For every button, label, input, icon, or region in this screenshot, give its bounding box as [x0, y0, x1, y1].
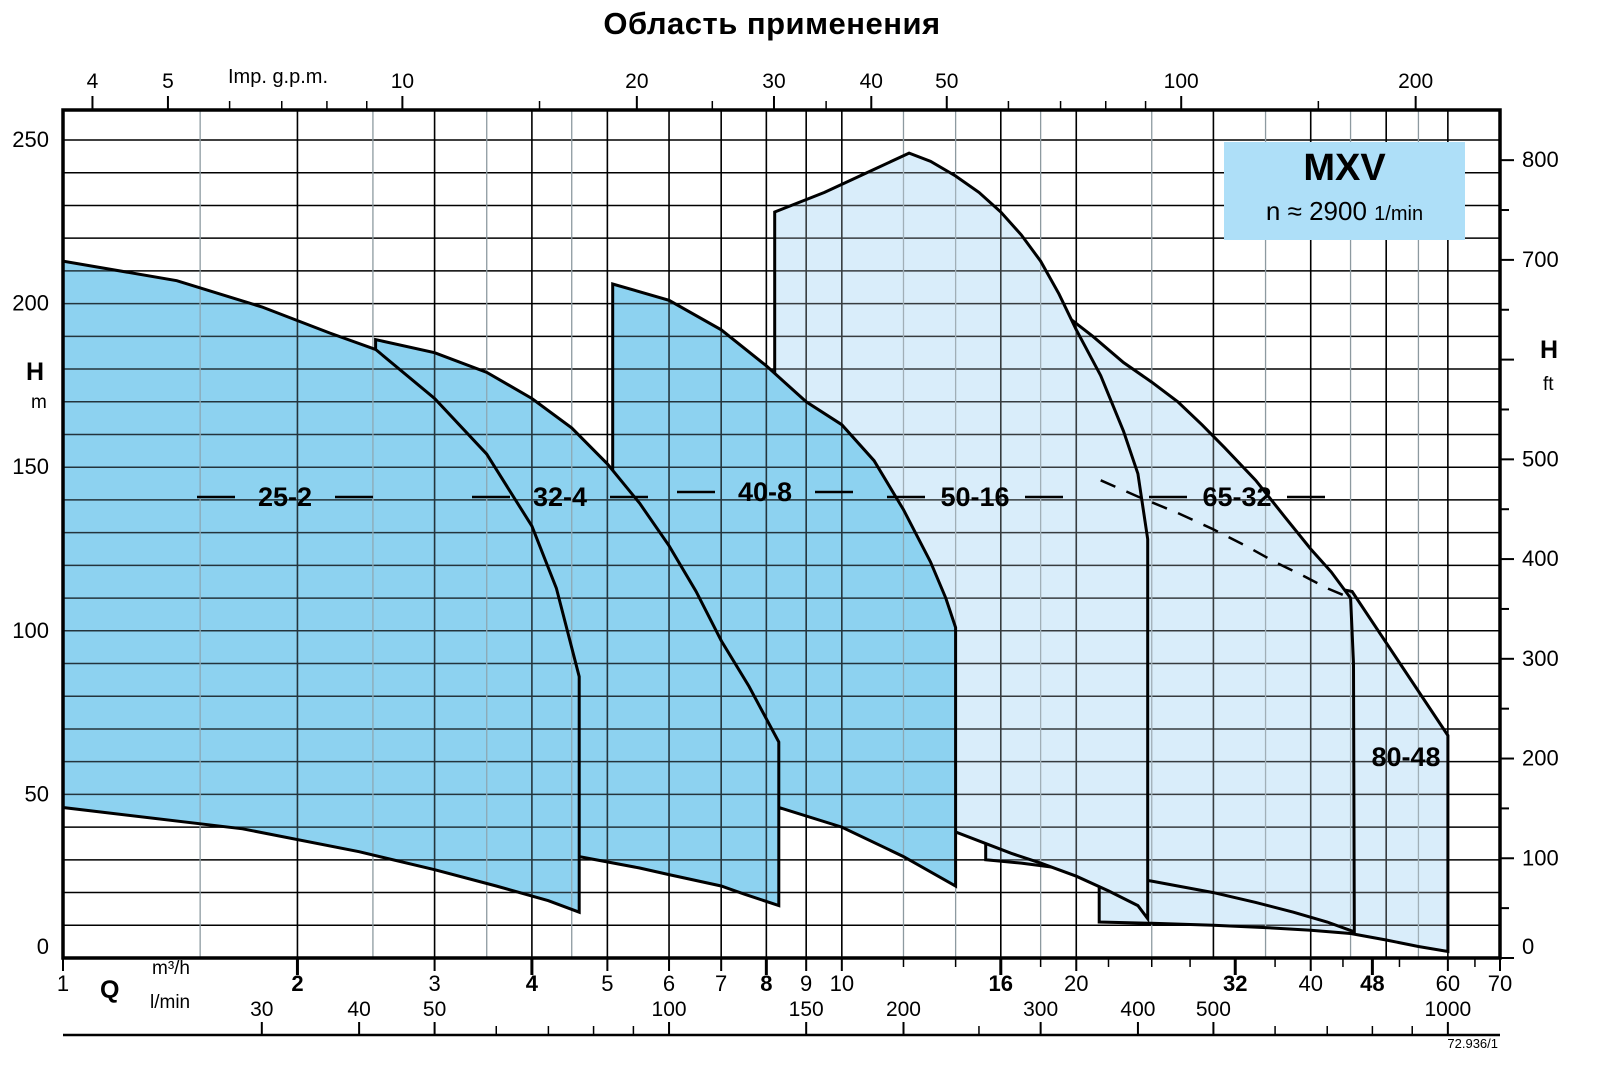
- h-ft-tick-label-300: 300: [1522, 646, 1559, 671]
- svg-text:50-16: 50-16: [940, 482, 1009, 512]
- left-axis-m: 0 50 100 150 200 250: [12, 127, 49, 959]
- bottom-axis-m3h: 1 2 3 4 5 6 7 8 9 10 16 20 32 40 48 60 70: [57, 958, 1512, 996]
- q-m3h-tick-label-5: 5: [601, 971, 613, 996]
- h-m-tick-label-100: 100: [12, 618, 49, 643]
- top-axis-gpm: 4 5 10 20 30 40 50 100 200: [87, 70, 1433, 110]
- q-lmin-tick-label-100: 100: [652, 998, 687, 1021]
- region-label-40-8: 40-8: [677, 477, 853, 507]
- q-m3h-tick-label-10: 10: [830, 971, 854, 996]
- region-25-2: [61, 259, 581, 915]
- svg-text:65-32: 65-32: [1202, 482, 1271, 512]
- q-lmin-tick-label-400: 400: [1120, 998, 1155, 1021]
- q-lmin-tick-label-50: 50: [423, 998, 446, 1021]
- q-m3h-tick-label-7: 7: [715, 971, 727, 996]
- q-m3h-tick-label-3: 3: [428, 971, 440, 996]
- region-label-50-16: 50-16: [887, 482, 1063, 512]
- top-axis-caption: Imp. g.p.m.: [227, 66, 329, 88]
- region-label-65-32: 65-32: [1149, 482, 1325, 512]
- region-outline-65-32: [984, 261, 1356, 934]
- q-lmin-tick-label-1000: 1000: [1425, 998, 1472, 1021]
- svg-text:80-48: 80-48: [1371, 742, 1440, 772]
- region-outline-50-16: [773, 151, 1150, 924]
- gpm-tick-label-5: 5: [162, 70, 174, 93]
- gpm-tick-label-200: 200: [1398, 70, 1433, 93]
- legend-speed: n ≈ 2900 1/min: [1224, 192, 1465, 233]
- q-lmin-tick-label-300: 300: [1023, 998, 1058, 1021]
- gpm-tick-label-40: 40: [860, 70, 883, 93]
- legend-model: MXV: [1303, 147, 1386, 189]
- legend-speed-value: n ≈ 2900: [1265, 196, 1367, 226]
- q-m3h-tick-label-16: 16: [989, 971, 1013, 996]
- q-lmin-tick-label-500: 500: [1196, 998, 1231, 1021]
- bottom-axis-label-q: Q: [100, 976, 120, 1004]
- legend-box: MXV n ≈ 2900 1/min: [1224, 142, 1465, 240]
- gpm-tick-label-50: 50: [935, 70, 958, 93]
- gpm-tick-label-4: 4: [87, 70, 99, 93]
- region-label-80-48: 80-48: [1371, 742, 1440, 772]
- q-m3h-tick-label-20: 20: [1064, 971, 1088, 996]
- svg-text:32-4: 32-4: [533, 482, 587, 512]
- q-m3h-tick-label-6: 6: [663, 971, 675, 996]
- q-lmin-tick-label-150: 150: [789, 998, 824, 1021]
- q-m3h-tick-label-1: 1: [57, 971, 69, 996]
- gpm-tick-label-20: 20: [625, 70, 648, 93]
- h-ft-tick-label-500: 500: [1522, 446, 1559, 471]
- bottom-axis-unit-m3h: m³/h: [152, 958, 190, 979]
- q-m3h-tick-label-4: 4: [526, 971, 539, 996]
- h-m-tick-label-0: 0: [37, 934, 49, 959]
- right-axis-label-h: H: [1540, 336, 1559, 364]
- q-m3h-tick-label-32: 32: [1223, 971, 1247, 996]
- q-lmin-tick-label-30: 30: [250, 998, 273, 1021]
- left-axis-label-h: H: [26, 358, 45, 386]
- h-m-tick-label-50: 50: [25, 781, 49, 806]
- q-m3h-tick-label-8: 8: [760, 971, 772, 996]
- q-m3h-tick-label-70: 70: [1488, 971, 1512, 996]
- svg-text:25-2: 25-2: [258, 482, 312, 512]
- h-ft-tick-label-100: 100: [1522, 845, 1559, 870]
- h-m-tick-label-250: 250: [12, 127, 49, 152]
- gpm-tick-label-100: 100: [1164, 70, 1199, 93]
- region-label-25-2: 25-2: [197, 482, 373, 512]
- gpm-tick-label-10: 10: [391, 70, 414, 93]
- h-ft-tick-label-400: 400: [1522, 546, 1559, 571]
- bottom-axis-unit-lmin: l/min: [150, 992, 191, 1013]
- h-m-tick-label-150: 150: [12, 454, 49, 479]
- gpm-tick-label-30: 30: [762, 70, 785, 93]
- svg-text:40-8: 40-8: [738, 477, 792, 507]
- region-outline-25-2: [61, 259, 581, 915]
- q-m3h-tick-label-60: 60: [1436, 971, 1460, 996]
- q-m3h-tick-label-40: 40: [1298, 971, 1322, 996]
- right-axis-unit-ft: ft: [1543, 374, 1554, 395]
- h-ft-tick-label-0: 0: [1522, 934, 1534, 959]
- page-title: Область применения: [603, 6, 941, 41]
- h-ft-tick-label-200: 200: [1522, 746, 1559, 771]
- q-m3h-tick-label-9: 9: [800, 971, 812, 996]
- q-m3h-tick-label-2: 2: [291, 971, 303, 996]
- right-axis-ft: 0 100 200 300 400 500 700 800: [1500, 147, 1559, 959]
- q-lmin-tick-label-200: 200: [886, 998, 921, 1021]
- plot-border: [61, 108, 1502, 960]
- q-m3h-tick-label-48: 48: [1360, 971, 1384, 996]
- drawing-number: 72.936/1: [1447, 1036, 1498, 1051]
- left-axis-unit-m: m: [31, 392, 47, 413]
- h-m-tick-label-200: 200: [12, 291, 49, 316]
- h-ft-tick-label-800: 800: [1522, 147, 1559, 172]
- bottom-axis-lmin: 30 40 50 100 150 200 300 400 500 1000: [63, 998, 1500, 1037]
- legend-speed-unit: 1/min: [1374, 203, 1424, 225]
- region-label-32-4: 32-4: [472, 482, 648, 512]
- region-area-25-2: [63, 261, 580, 913]
- q-lmin-tick-label-40: 40: [347, 998, 370, 1021]
- h-ft-tick-label-700: 700: [1522, 247, 1559, 272]
